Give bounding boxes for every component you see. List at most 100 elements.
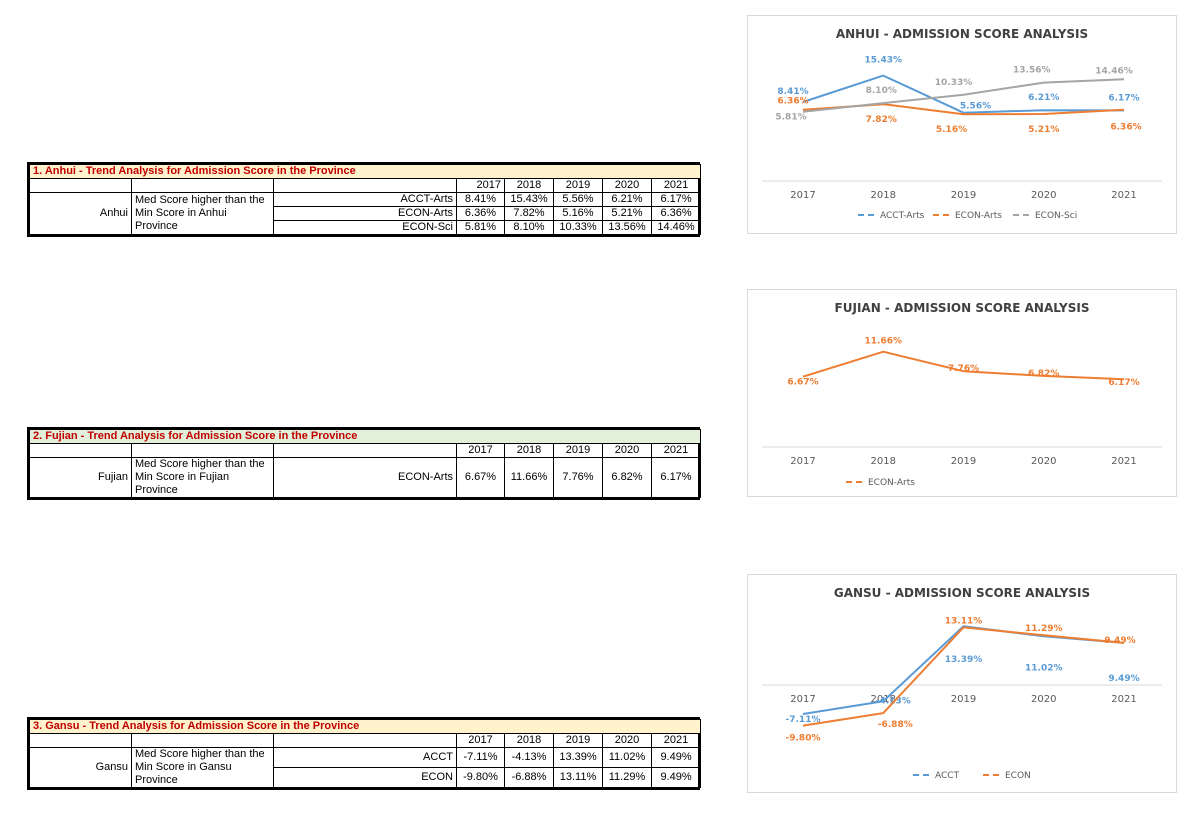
x-tick-label: 2021 bbox=[1111, 190, 1136, 201]
cell-value: 6.17% bbox=[651, 457, 701, 498]
cell-value: 8.41% bbox=[456, 192, 505, 207]
data-label: 11.66% bbox=[865, 337, 903, 347]
x-tick-label: 2018 bbox=[871, 456, 896, 467]
x-tick-label: 2020 bbox=[1031, 190, 1056, 201]
year-header: 2021 bbox=[650, 178, 702, 193]
province-label: Gansu bbox=[29, 747, 132, 788]
gansu-chart-panel: GANSU - ADMISSION SCORE ANALYSIS 2017 2018… bbox=[747, 574, 1177, 793]
chart-title: GANSU - ADMISSION SCORE ANALYSIS bbox=[834, 586, 1090, 600]
cell-value: 6.17% bbox=[650, 192, 702, 207]
data-label: 8.41% bbox=[777, 87, 808, 97]
row-label: ACCT-Arts bbox=[273, 192, 457, 207]
year-header: 2018 bbox=[504, 178, 554, 193]
cell-value: 5.16% bbox=[553, 206, 603, 221]
data-label: 11.02% bbox=[1025, 663, 1063, 673]
fujian-chart: FUJIAN - ADMISSION SCORE ANALYSIS 2017 201… bbox=[762, 301, 1162, 488]
series-line-acct-arts bbox=[802, 74, 1125, 114]
data-label: 5.56% bbox=[960, 102, 991, 112]
x-tick-label: 2020 bbox=[1031, 456, 1056, 467]
data-label: 6.17% bbox=[1108, 378, 1139, 388]
data-label: 6.82% bbox=[1028, 369, 1059, 379]
fujian-table: 2. Fujian - Trend Analysis for Admission… bbox=[27, 427, 701, 500]
year-header: 2017 bbox=[456, 178, 505, 193]
data-label: 13.39% bbox=[945, 655, 983, 665]
cell-value: -7.11% bbox=[456, 747, 505, 768]
x-tick-label: 2021 bbox=[1111, 456, 1136, 467]
series-line-econ-sci bbox=[802, 78, 1125, 113]
metric-description: Med Score higher than the Min Score in F… bbox=[131, 457, 274, 498]
data-label: 11.29% bbox=[1025, 624, 1063, 634]
legend-label: ACCT-Arts bbox=[880, 211, 925, 221]
x-tick-label: 2019 bbox=[951, 694, 976, 705]
x-tick-label: 2017 bbox=[790, 694, 815, 705]
cell-value: 11.66% bbox=[504, 457, 554, 498]
year-header: 2019 bbox=[553, 178, 603, 193]
row-label: ECON-Sci bbox=[273, 220, 457, 235]
year-header: 2021 bbox=[650, 733, 702, 748]
data-label: 6.36% bbox=[1110, 123, 1141, 133]
data-label: 6.21% bbox=[1028, 93, 1059, 103]
cell-value: -9.80% bbox=[456, 767, 505, 788]
data-label: 13.11% bbox=[945, 616, 983, 626]
fujian-chart-panel: FUJIAN - ADMISSION SCORE ANALYSIS 2017 201… bbox=[747, 289, 1177, 497]
legend-label: ECON-Arts bbox=[955, 211, 1002, 221]
legend-label: ECON-Arts bbox=[868, 478, 915, 488]
legend-label: ECON-Sci bbox=[1035, 211, 1077, 221]
cell-value: 5.21% bbox=[602, 206, 652, 221]
data-label: 6.36% bbox=[777, 97, 808, 107]
cell-value: 11.02% bbox=[602, 747, 652, 768]
gansu-table: 3. Gansu - Trend Analysis for Admission … bbox=[27, 717, 702, 790]
cell-value: 6.36% bbox=[456, 206, 505, 221]
x-tick-label: 2018 bbox=[871, 190, 896, 201]
data-label: -9.80% bbox=[786, 734, 821, 744]
cell-value: 11.29% bbox=[602, 767, 652, 788]
anhui-table: 1. Anhui - Trend Analysis for Admission … bbox=[27, 162, 702, 237]
anhui-chart: ANHUI - ADMISSION SCORE ANALYSIS 2017 2018… bbox=[762, 27, 1162, 221]
x-tick-label: 2017 bbox=[790, 456, 815, 467]
year-header: 2017 bbox=[456, 443, 505, 458]
cell-value: 9.49% bbox=[650, 767, 702, 788]
x-tick-label: 2019 bbox=[951, 190, 976, 201]
cell-value: 9.49% bbox=[650, 747, 702, 768]
metric-description: Med Score higher than the Min Score in A… bbox=[131, 192, 274, 235]
data-label: 7.76% bbox=[948, 364, 979, 374]
data-label: 5.21% bbox=[1028, 125, 1059, 135]
legend-label: ACCT bbox=[935, 771, 960, 781]
cell-value: 6.82% bbox=[602, 457, 652, 498]
data-label: 5.81% bbox=[775, 113, 806, 123]
cell-value: 6.36% bbox=[650, 206, 702, 221]
data-label: 5.16% bbox=[936, 125, 967, 135]
row-label: ECON bbox=[273, 767, 457, 788]
cell-value: 13.11% bbox=[553, 767, 603, 788]
year-header: 2020 bbox=[602, 443, 652, 458]
cell-value: 10.33% bbox=[553, 220, 603, 235]
cell-value: 6.67% bbox=[456, 457, 505, 498]
series-line-econ-arts bbox=[802, 350, 1125, 381]
cell-value: 6.21% bbox=[602, 192, 652, 207]
year-header: 2020 bbox=[602, 178, 652, 193]
gansu-table-title: 3. Gansu - Trend Analysis for Admission … bbox=[28, 719, 702, 734]
data-label: -6.88% bbox=[878, 720, 913, 730]
data-label: 15.43% bbox=[865, 56, 903, 66]
metric-description: Med Score higher than the Min Score in G… bbox=[131, 747, 274, 788]
data-label: -7.11% bbox=[786, 715, 821, 725]
cell-value: 7.82% bbox=[504, 206, 554, 221]
cell-value: 5.81% bbox=[456, 220, 505, 235]
cell-value: -6.88% bbox=[504, 767, 554, 788]
cell-value: -4.13% bbox=[504, 747, 554, 768]
chart-title: FUJIAN - ADMISSION SCORE ANALYSIS bbox=[835, 301, 1090, 315]
series-line-econ bbox=[802, 626, 1125, 727]
data-label: 9.49% bbox=[1108, 674, 1139, 684]
cell-value: 14.46% bbox=[650, 220, 702, 235]
fujian-table-title: 2. Fujian - Trend Analysis for Admission… bbox=[29, 429, 701, 444]
year-header: 2019 bbox=[553, 733, 603, 748]
year-header: 2017 bbox=[456, 733, 505, 748]
cell-value: 5.56% bbox=[553, 192, 603, 207]
cell-value: 13.39% bbox=[553, 747, 603, 768]
x-tick-label: 2019 bbox=[951, 456, 976, 467]
anhui-table-title: 1. Anhui - Trend Analysis for Admission … bbox=[28, 164, 702, 179]
data-label: 6.67% bbox=[787, 378, 818, 388]
anhui-chart-panel: ANHUI - ADMISSION SCORE ANALYSIS 2017 2018… bbox=[747, 15, 1177, 234]
row-label: ECON-Arts bbox=[273, 206, 457, 221]
data-label: 6.17% bbox=[1108, 93, 1139, 103]
